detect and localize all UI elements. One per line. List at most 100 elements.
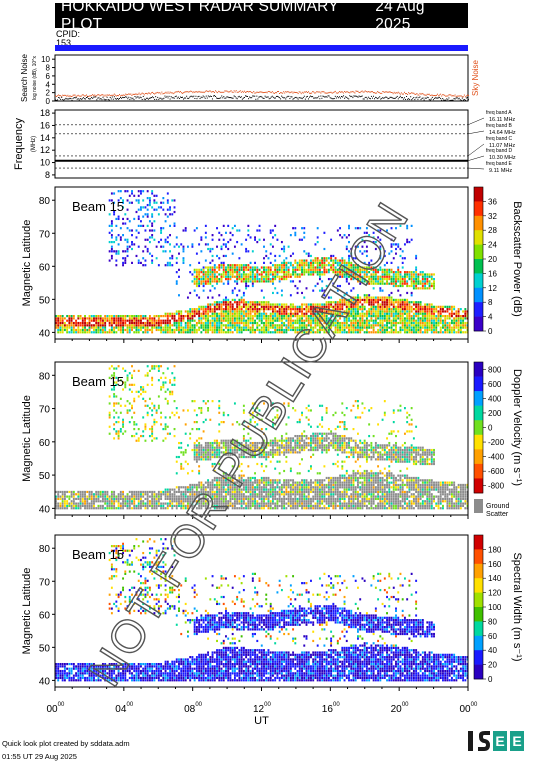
power-cell (354, 227, 357, 230)
power-cell (459, 308, 462, 311)
power-cell (301, 271, 303, 274)
velocity-cell (115, 507, 118, 510)
power-cell (191, 314, 194, 318)
power-cell (388, 305, 391, 308)
power-cell (229, 326, 232, 329)
power-cell (332, 308, 335, 311)
power-cell (307, 314, 310, 318)
noise-sample (170, 92, 172, 94)
power-cell (160, 324, 163, 327)
power-cell (193, 314, 196, 318)
power-cell (126, 217, 129, 221)
velocity-cell (115, 381, 118, 384)
power-cell (162, 245, 165, 248)
power-cell (75, 321, 78, 325)
noise-sample (294, 91, 296, 93)
power-cell (276, 303, 279, 306)
power-cell (146, 331, 149, 334)
velocity-cell (133, 502, 136, 505)
power-cell (236, 294, 239, 297)
velocity-cell (171, 390, 174, 393)
velocity-cell (119, 430, 122, 433)
noise-sample (237, 91, 239, 93)
power-cell (195, 324, 198, 327)
power-cell (240, 243, 243, 246)
power-cell (430, 321, 433, 325)
power-cell (368, 308, 371, 311)
power-cell (280, 264, 283, 267)
power-cell (160, 326, 163, 329)
power-colorbar-segment (474, 287, 483, 303)
power-cell (386, 314, 388, 318)
power-cell (278, 280, 281, 283)
power-cell (403, 319, 406, 322)
noise-sample (146, 97, 148, 99)
power-cell (249, 303, 252, 306)
power-cell (395, 280, 397, 283)
power-cell (350, 301, 353, 304)
power-cell (312, 261, 315, 264)
power-cell (392, 328, 395, 332)
power-cell (399, 321, 402, 325)
power-cell (285, 328, 288, 332)
power-cell (126, 238, 129, 241)
noise-sample (287, 91, 289, 93)
noise-sample (313, 91, 315, 93)
power-cell (370, 301, 373, 304)
power-cell (336, 301, 339, 304)
velocity-cell (110, 497, 113, 501)
power-cell (245, 308, 248, 311)
power-cell (204, 231, 207, 234)
velocity-cell (137, 390, 140, 393)
power-cell (267, 321, 270, 325)
velocity-cell (131, 495, 133, 498)
power-cell (341, 326, 344, 329)
velocity-cell (131, 407, 133, 410)
power-cell (148, 201, 151, 204)
power-cell (455, 312, 458, 315)
power-cell (343, 301, 346, 304)
power-cell (178, 321, 180, 325)
power-cell (247, 312, 250, 315)
power-cell (359, 273, 362, 276)
noise-sample (62, 99, 64, 101)
velocity-cell (200, 444, 203, 447)
power-cell (195, 308, 198, 311)
power-cell (137, 215, 140, 218)
power-cell (298, 273, 301, 276)
power-cell (126, 331, 129, 334)
noise-sample (136, 96, 138, 98)
power-cell (231, 324, 234, 327)
power-cell (209, 268, 212, 271)
power-cell (424, 321, 427, 325)
power-cell (209, 266, 212, 269)
power-cell (274, 331, 277, 334)
power-cell (182, 328, 185, 332)
power-cell (198, 275, 201, 278)
noise-sample (318, 95, 320, 97)
power-cell (363, 319, 366, 322)
power-cell (294, 268, 297, 271)
power-cell (361, 310, 364, 313)
power-cell (352, 324, 355, 327)
power-cell (361, 303, 364, 306)
power-cell (233, 298, 236, 301)
power-cell (61, 331, 64, 334)
power-cell (343, 261, 346, 264)
noise-sample (134, 95, 136, 97)
noise-sample (104, 94, 106, 96)
noise-sample (271, 95, 273, 97)
velocity-cell (110, 365, 113, 368)
power-cell (316, 266, 319, 269)
noise-sample (322, 95, 324, 97)
power-cell (204, 328, 207, 332)
power-cell (119, 324, 122, 327)
noise-sample (145, 92, 147, 94)
power-cell (336, 312, 339, 315)
velocity-cell (119, 397, 122, 400)
power-cell (415, 280, 418, 283)
power-cell (357, 326, 359, 329)
noise-sample (214, 91, 216, 93)
power-cell (213, 319, 216, 322)
velocity-cell (99, 495, 102, 498)
